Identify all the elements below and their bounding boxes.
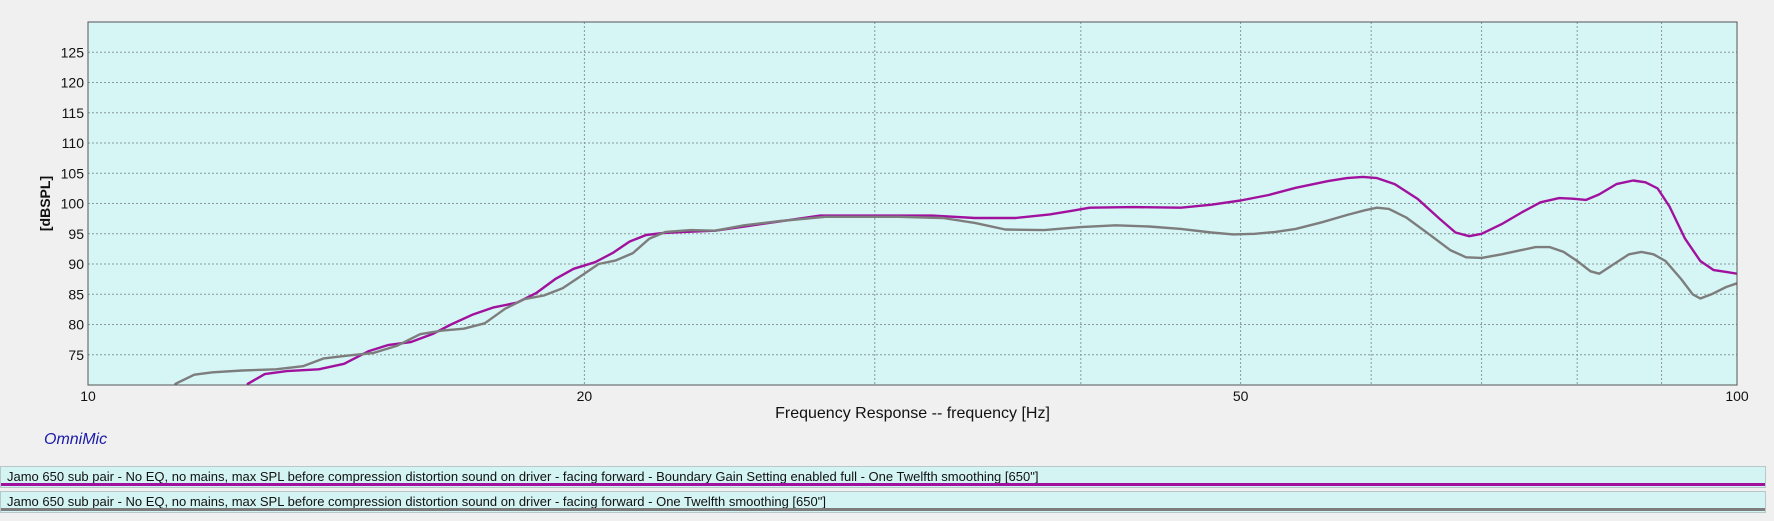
y-tick-label: 75 [68, 347, 84, 363]
y-axis-label: [dBSPL] [37, 176, 53, 231]
omnimic-logo-text: OmniMic [44, 431, 108, 448]
y-axis-ticks: 75 80 85 90 95 100 105 110 115 120 125 [61, 44, 85, 363]
legend-item-no-boundary-gain[interactable]: Jamo 650 sub pair - No EQ, no mains, max… [0, 491, 1766, 513]
series-lines [174, 175, 1737, 385]
x-tick-label: 10 [80, 388, 96, 404]
gridlines [88, 22, 1737, 385]
y-tick-label: 100 [61, 196, 85, 212]
y-tick-label: 95 [68, 226, 84, 242]
legend-color-swatch [1, 508, 1765, 511]
y-tick-label: 90 [68, 256, 84, 272]
x-tick-label: 20 [577, 388, 593, 404]
y-tick-label: 85 [68, 286, 84, 302]
y-tick-label: 115 [62, 105, 85, 121]
series-line-1 [174, 206, 1737, 385]
y-tick-label: 120 [61, 75, 85, 91]
x-axis-ticks: 10 20 50 100 [80, 388, 1749, 404]
y-tick-label: 110 [62, 135, 85, 151]
y-tick-label: 80 [68, 317, 84, 333]
frequency-response-chart: 75 80 85 90 95 100 105 110 115 120 125 10 20 50 100 F… [37, 21, 1749, 422]
x-tick-label: 50 [1233, 388, 1249, 404]
legend-label: Jamo 650 sub pair - No EQ, no mains, max… [7, 469, 1039, 484]
y-tick-label: 105 [61, 165, 85, 181]
y-tick-label: 125 [61, 44, 85, 60]
x-tick-label: 100 [1725, 388, 1749, 404]
series-line-0 [246, 175, 1737, 385]
legend-item-boundary-gain[interactable]: Jamo 650 sub pair - No EQ, no mains, max… [0, 466, 1766, 488]
legend-color-swatch [1, 483, 1765, 486]
plot-border [87, 21, 1738, 386]
x-axis-label: Frequency Response -- frequency [Hz] [775, 405, 1050, 422]
legend-label: Jamo 650 sub pair - No EQ, no mains, max… [7, 494, 826, 509]
